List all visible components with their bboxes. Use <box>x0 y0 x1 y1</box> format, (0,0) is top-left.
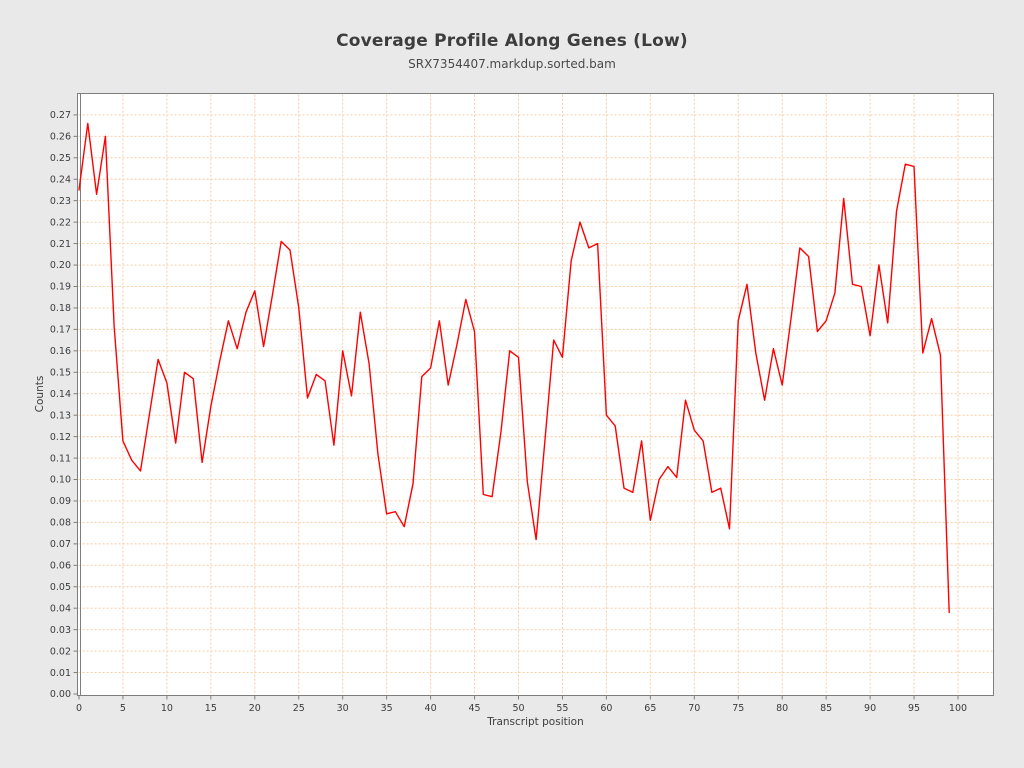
y-tick-label: 0.17 <box>50 325 71 336</box>
y-tick-label: 0.12 <box>50 432 71 443</box>
x-tick-label: 50 <box>512 703 524 714</box>
plot-area <box>77 93 994 696</box>
y-tick-label: 0.08 <box>50 518 71 529</box>
y-tick-label: 0.18 <box>50 303 71 314</box>
x-tick-label: 40 <box>425 703 437 714</box>
y-tick-label: 0.05 <box>50 582 71 593</box>
x-tick-label: 45 <box>469 703 481 714</box>
x-axis: 0 5 10 15 20 25 30 35 40 45 50 55 60 65 70 75 80 85 90 95 10… <box>76 695 967 714</box>
x-tick-label: 95 <box>908 703 920 714</box>
y-tick-label: 0.16 <box>50 346 71 357</box>
y-tick-label: 0.09 <box>50 496 71 507</box>
x-axis-title: Transcript position <box>487 716 584 728</box>
y-tick-label: 0.10 <box>50 475 71 486</box>
x-tick-label: 85 <box>820 703 832 714</box>
x-tick-label: 65 <box>644 703 656 714</box>
y-tick-label: 0.07 <box>50 539 71 550</box>
x-tick-label: 70 <box>688 703 700 714</box>
y-tick-label: 0.13 <box>50 410 71 421</box>
y-tick-label: 0.06 <box>50 561 71 572</box>
x-tick-label: 5 <box>120 703 126 714</box>
x-tick-label: 25 <box>293 703 305 714</box>
y-tick-label: 0.27 <box>50 110 71 121</box>
y-axis-title: Counts <box>34 375 46 413</box>
y-tick-label: 0.23 <box>50 196 71 207</box>
plot-border <box>77 93 994 696</box>
x-tick-label: 80 <box>776 703 788 714</box>
y-tick-label: 0.01 <box>50 668 71 679</box>
y-tick-label: 0.15 <box>50 367 71 378</box>
x-tick-label: 30 <box>337 703 349 714</box>
y-tick-label: 0.03 <box>50 625 71 636</box>
chart-subtitle: SRX7354407.markdup.sorted.bam <box>408 57 616 71</box>
x-tick-label: 15 <box>205 703 217 714</box>
y-tick-label: 0.11 <box>50 453 71 464</box>
x-tick-label: 100 <box>949 703 967 714</box>
coverage-series-line <box>78 122 950 614</box>
chart-title: Coverage Profile Along Genes (Low) <box>336 31 688 51</box>
x-tick-label: 35 <box>381 703 393 714</box>
x-tick-label: 0 <box>76 703 82 714</box>
x-tick-label: 60 <box>600 703 612 714</box>
x-tick-label: 75 <box>732 703 744 714</box>
x-tick-label: 10 <box>161 703 173 714</box>
y-axis: 0.00 0.01 0.02 0.03 0.04 0.05 0.06 0.07 0.08 0.09… <box>50 110 78 700</box>
x-tick-label: 55 <box>556 703 568 714</box>
y-tick-label: 0.02 <box>50 646 71 657</box>
y-tick-label: 0.19 <box>50 282 71 293</box>
grid <box>78 94 993 695</box>
y-tick-label: 0.04 <box>50 603 71 614</box>
y-tick-label: 0.20 <box>50 260 71 271</box>
y-tick-label: 0.00 <box>50 689 71 700</box>
y-tick-label: 0.21 <box>50 239 71 250</box>
y-tick-label: 0.25 <box>50 153 71 164</box>
y-tick-label: 0.22 <box>50 217 71 228</box>
x-tick-label: 90 <box>864 703 876 714</box>
y-tick-label: 0.24 <box>50 174 71 185</box>
y-tick-label: 0.14 <box>50 389 71 400</box>
y-tick-label: 0.26 <box>50 132 71 143</box>
x-tick-label: 20 <box>249 703 261 714</box>
